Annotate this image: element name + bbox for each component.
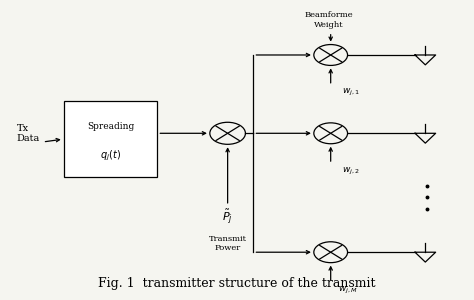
Text: $w_{j,1}$: $w_{j,1}$ xyxy=(342,87,360,98)
Text: Fig. 1  transmitter structure of the transmit: Fig. 1 transmitter structure of the tran… xyxy=(98,277,376,290)
Text: $w_{j,M}$: $w_{j,M}$ xyxy=(337,284,357,296)
Text: Spreading: Spreading xyxy=(87,122,134,131)
Text: $q_j(t)$: $q_j(t)$ xyxy=(100,148,121,163)
Text: $w_{j,2}$: $w_{j,2}$ xyxy=(342,166,360,177)
Bar xyxy=(64,101,157,177)
Text: Transmit
Power: Transmit Power xyxy=(209,235,246,252)
Text: Tx
Data: Tx Data xyxy=(17,124,40,143)
Text: Beamforme
Weight: Beamforme Weight xyxy=(304,11,353,29)
Text: $\tilde{P}_j$: $\tilde{P}_j$ xyxy=(222,208,233,227)
